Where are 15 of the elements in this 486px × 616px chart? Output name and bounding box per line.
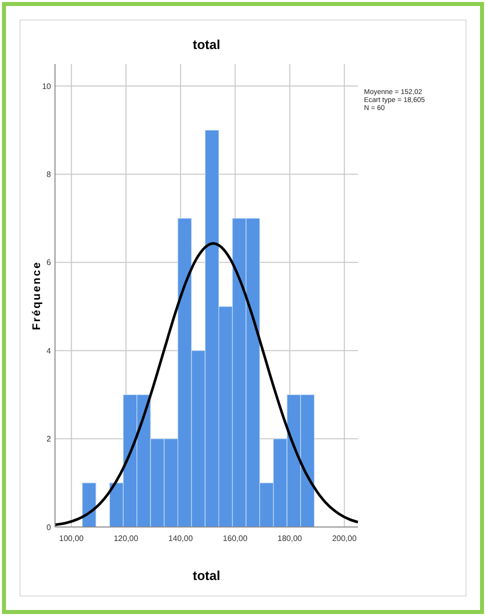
x-tick-label: 160,00	[222, 534, 248, 543]
chart-title: total	[192, 37, 220, 52]
y-tick-label: 2	[46, 434, 52, 444]
x-tick-label: 200,00	[332, 534, 358, 543]
x-tick-label: 180,00	[278, 534, 303, 543]
x-tick-label: 120,00	[114, 534, 139, 543]
x-tick-label: 100,00	[59, 534, 84, 543]
y-tick-label: 4	[46, 346, 52, 356]
y-tick-label: 0	[46, 522, 52, 532]
x-tick-label: 140,00	[168, 534, 194, 543]
y-tick-label: 10	[42, 82, 52, 91]
y-tick-label: 6	[46, 258, 52, 268]
y-tick-label: 8	[46, 170, 52, 180]
x-axis-title: total	[192, 568, 220, 583]
y-axis-title: Fréquence	[31, 260, 43, 330]
